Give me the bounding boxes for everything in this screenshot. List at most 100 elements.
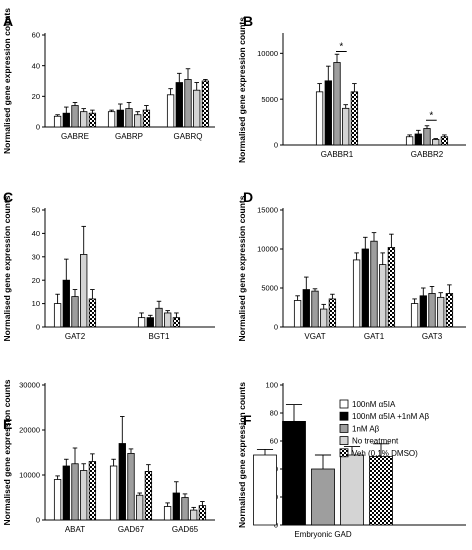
x-tick-label: GABBR1 — [321, 150, 354, 159]
bar — [53, 303, 62, 328]
bar — [125, 108, 133, 128]
bar — [109, 465, 118, 521]
y-axis-label: Normalised gene expression counts — [237, 382, 247, 528]
bar — [369, 455, 393, 526]
y-tick-label: 10 — [32, 299, 40, 308]
bar — [136, 494, 144, 521]
legend-label: 1nM Aβ — [352, 424, 380, 433]
y-tick-label: 0 — [274, 323, 278, 332]
panel-letter: C — [3, 189, 13, 205]
bar — [432, 139, 440, 146]
bar — [445, 293, 454, 328]
y-tick-label: 0 — [274, 141, 278, 150]
bar — [164, 312, 172, 328]
bar — [62, 112, 70, 128]
bar — [282, 420, 306, 526]
bar — [379, 264, 387, 328]
bar — [340, 454, 364, 526]
panel-letter: D — [243, 189, 253, 205]
bar — [361, 248, 369, 328]
bar — [293, 300, 302, 328]
legend-label: Veh (0.1% DMSO) — [352, 449, 418, 458]
y-axis-label: Normalised gene expression counts — [237, 195, 247, 341]
bar — [146, 317, 154, 328]
bar — [387, 247, 396, 328]
panel-letter: A — [3, 13, 13, 29]
bar — [419, 295, 427, 328]
bar — [370, 240, 378, 328]
bar — [116, 109, 124, 128]
bar — [437, 296, 445, 328]
bar — [328, 298, 337, 328]
bar — [302, 289, 310, 328]
y-tick-label: 50 — [32, 206, 40, 215]
bar — [405, 136, 414, 146]
legend-swatch — [339, 399, 349, 409]
y-axis-label: Normalised gene expression counts — [237, 17, 247, 163]
y-tick-label: 20 — [32, 92, 40, 101]
y-tick-label: 0 — [36, 323, 40, 332]
y-tick-label: 60 — [270, 437, 278, 446]
y-tick-label: 80 — [270, 409, 278, 418]
x-tick-label: VGAT — [304, 332, 325, 341]
legend: 100nM α5IA 100nM α5IA +1nM Aβ 1nM Aβ No tre… — [339, 399, 429, 458]
bar — [71, 296, 79, 328]
bar — [423, 128, 431, 146]
y-tick-label: 0 — [36, 516, 40, 525]
x-tick-label: GAT1 — [364, 332, 385, 341]
x-tick-label: GABRP — [115, 132, 143, 141]
bar — [71, 463, 79, 521]
bar — [175, 82, 183, 128]
y-tick-label: 30000 — [19, 381, 40, 390]
legend-swatch — [339, 436, 349, 446]
bar — [88, 461, 97, 521]
x-tick-label: GABRE — [61, 132, 89, 141]
significance-label: * — [429, 110, 433, 121]
y-tick-label: 20000 — [19, 426, 40, 435]
bar — [193, 89, 201, 128]
bar — [440, 136, 449, 146]
bar — [134, 114, 142, 128]
bar — [414, 133, 422, 146]
bar — [107, 111, 116, 128]
bar — [80, 470, 88, 521]
y-tick-label: 10000 — [257, 49, 278, 58]
bar — [166, 94, 175, 128]
legend-label: 100nM α5IA +1nM Aβ — [352, 412, 429, 421]
bar — [428, 293, 436, 328]
bar — [342, 107, 350, 146]
bar — [62, 279, 70, 328]
y-tick-label: 0 — [36, 123, 40, 132]
significance-label: * — [339, 42, 343, 53]
bar — [80, 254, 88, 328]
bar — [118, 443, 126, 521]
bar — [315, 91, 324, 146]
bar — [311, 290, 319, 328]
y-axis-label: Normalised gene expression counts — [2, 379, 12, 525]
panel-letter: B — [243, 13, 253, 29]
bar — [184, 79, 192, 128]
y-tick-label: 5000 — [261, 284, 278, 293]
bar — [181, 497, 189, 521]
panels: A Normalised gene expression counts 0 20 40 6… — [2, 8, 466, 539]
y-tick-label: 10000 — [257, 245, 278, 254]
bar — [142, 109, 151, 128]
y-tick-label: 20 — [32, 276, 40, 285]
y-tick-label: 40 — [32, 229, 40, 238]
x-tick-label: GABBR2 — [411, 150, 444, 159]
legend-swatch — [339, 448, 349, 458]
y-tick-label: 40 — [32, 61, 40, 70]
legend-label: No treatment — [352, 437, 399, 446]
legend-swatch — [339, 411, 349, 421]
bar — [333, 62, 341, 146]
bar — [201, 80, 210, 128]
bar — [163, 506, 172, 521]
bar — [71, 105, 79, 128]
x-tick-label: BGT1 — [149, 332, 170, 341]
x-tick-label: Embryonic GAD — [294, 530, 352, 539]
bar — [137, 317, 146, 328]
